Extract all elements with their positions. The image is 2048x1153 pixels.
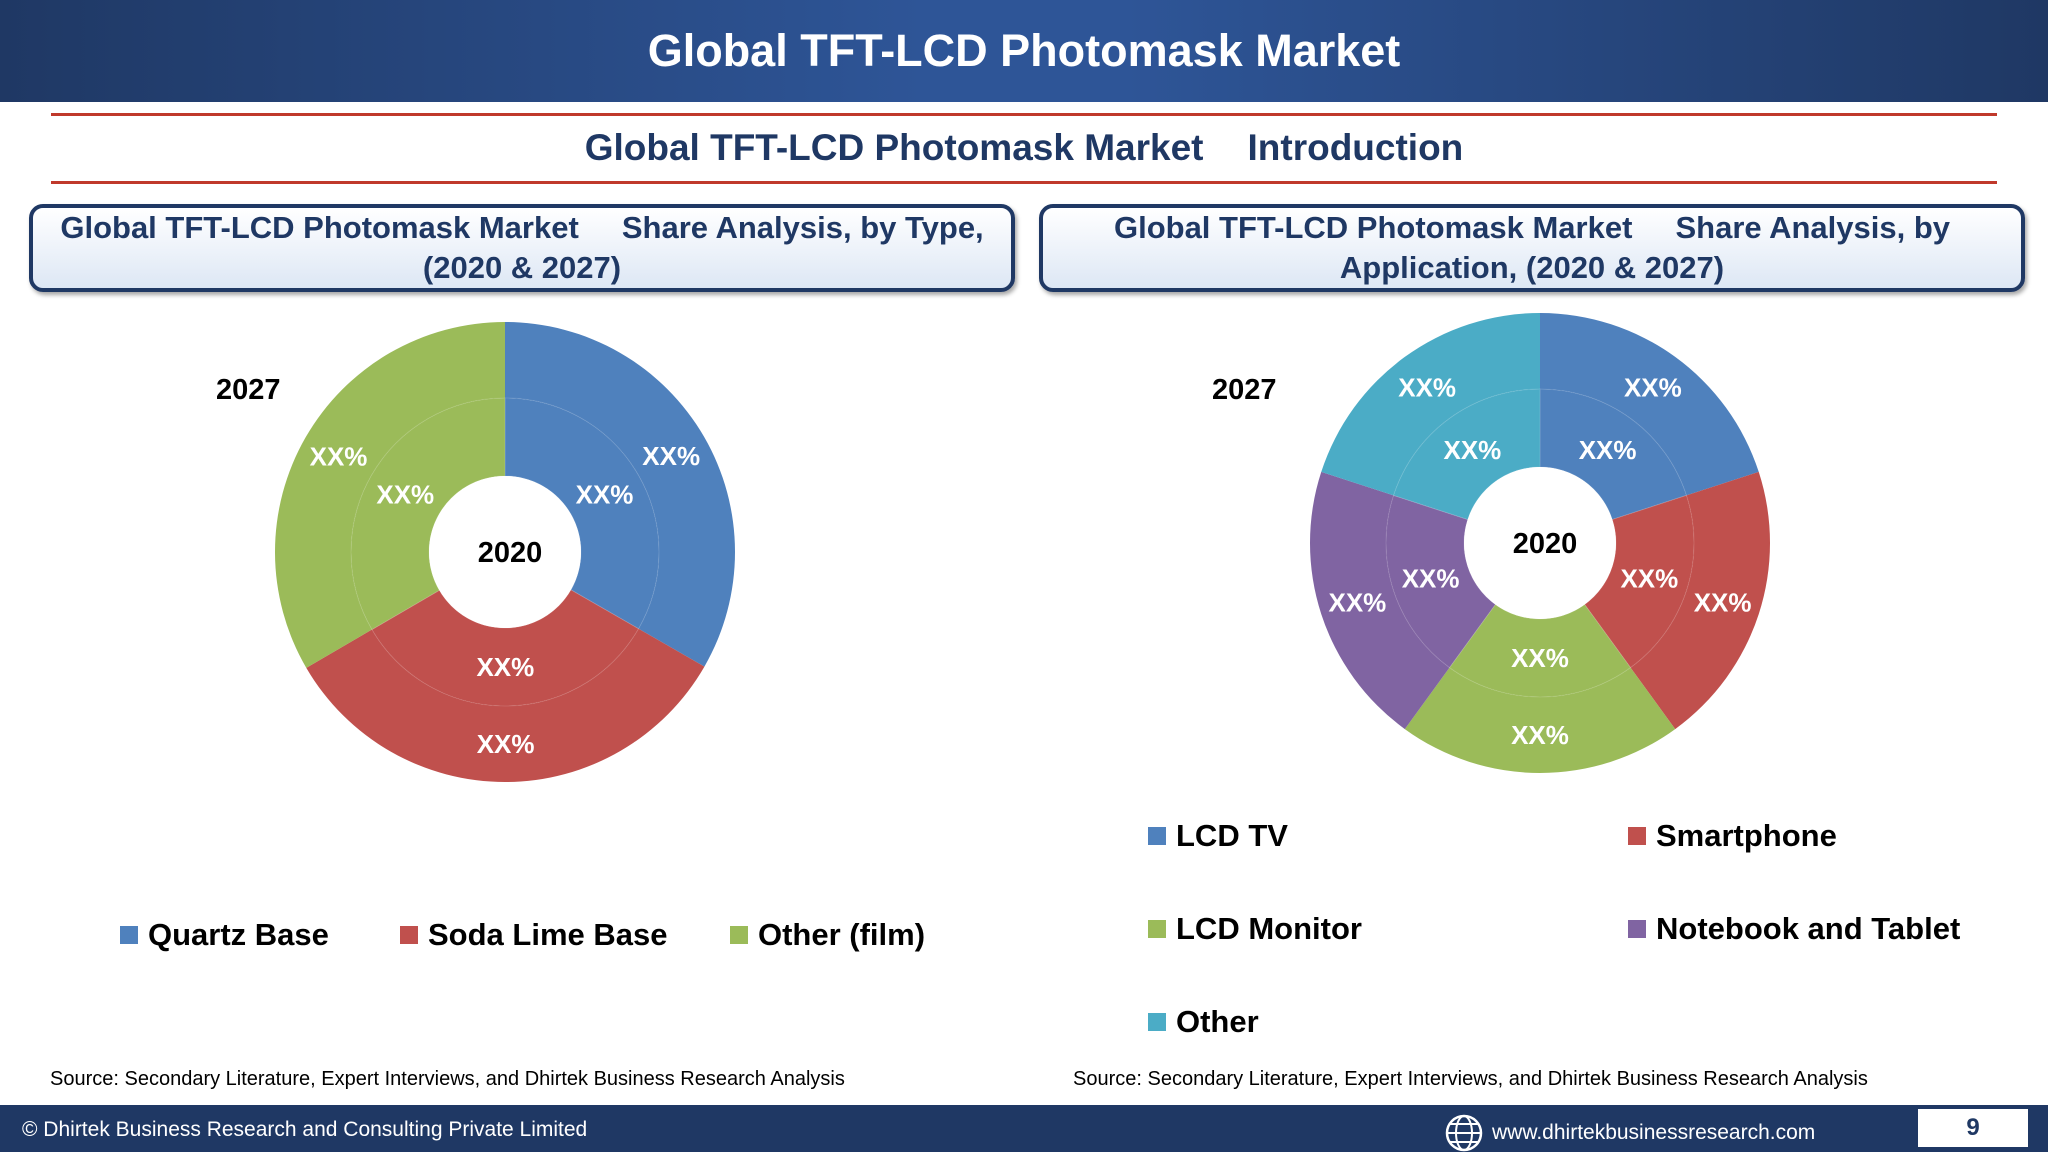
outer-slice-other — [1321, 313, 1540, 496]
inner-data-label: XX% — [1511, 643, 1569, 673]
legend-swatch — [1148, 827, 1166, 845]
source-note: Source: Secondary Literature, Expert Int… — [1073, 1068, 1868, 1090]
legend-label: Notebook and Tablet — [1656, 911, 1961, 946]
outer-data-label: XX% — [1624, 373, 1682, 403]
slide-title: Global TFT-LCD Photomask Market — [647, 25, 1401, 76]
legend-label: Other — [1176, 1004, 1259, 1039]
type-share-donut-chart: XX% XX% XX% XX% XX% XX% 2020 — [275, 322, 736, 782]
donut-hole — [1464, 467, 1616, 619]
inner-data-label: XX% — [1443, 435, 1501, 465]
legend-item-smartphone: Smartphone — [1628, 818, 1837, 854]
outer-data-label: XX% — [310, 441, 368, 471]
slide-header: Global TFT-LCD Photomask Market — [0, 0, 2048, 102]
legend-item-quartz-base: Quartz Base — [120, 917, 329, 953]
page-number: 9 — [1918, 1109, 2028, 1147]
panel-title-line1: Global TFT-LCD Photomask Market Share An… — [60, 210, 984, 245]
top-divider — [51, 113, 1997, 116]
outer-data-label: XX% — [1398, 373, 1456, 403]
website-block: www.dhirtekbusinessresearch.com — [1444, 1113, 1815, 1153]
outer-data-label: XX% — [1511, 720, 1569, 750]
inner-data-label: XX% — [1620, 564, 1678, 594]
outer-ring-year-label: 2027 — [1212, 374, 1277, 406]
legend-item-notebook-and-tablet: Notebook and Tablet — [1628, 911, 1960, 947]
application-share-panel-title: Global TFT-LCD Photomask Market Share An… — [1039, 204, 2025, 292]
outer-data-label: XX% — [1328, 587, 1386, 617]
outer-slice-other-film — [275, 322, 505, 668]
legend-item-lcd-tv: LCD TV — [1148, 818, 1288, 854]
panel-title-line2: Application, (2020 & 2027) — [1339, 250, 1725, 285]
legend-swatch — [1148, 1013, 1166, 1031]
website-link[interactable]: www.dhirtekbusinessresearch.com — [1492, 1121, 1816, 1144]
legend-swatch — [1628, 920, 1646, 938]
legend-swatch — [120, 926, 138, 944]
outer-data-label: XX% — [477, 729, 535, 759]
outer-slice-soda-lime-base — [306, 628, 705, 782]
outer-slice-lcd-tv — [1540, 313, 1759, 496]
section-subtitle: Global TFT-LCD Photomask Market Introduct… — [0, 118, 2048, 178]
outer-slice-notebook-and-tablet — [1310, 471, 1450, 730]
inner-data-label: XX% — [1402, 564, 1460, 594]
legend-label: Other (film) — [758, 917, 926, 952]
legend-item-lcd-monitor: LCD Monitor — [1148, 911, 1362, 947]
legend-label: Soda Lime Base — [428, 917, 668, 952]
legend-swatch — [1628, 827, 1646, 845]
type-share-panel-title: Global TFT-LCD Photomask Market Share An… — [29, 204, 1015, 292]
inner-data-label: XX% — [576, 479, 634, 509]
subtitle-right: Introduction — [1247, 127, 1464, 168]
legend-label: Quartz Base — [148, 917, 329, 952]
inner-ring-year-label: 2020 — [478, 537, 543, 569]
legend-swatch — [1148, 920, 1166, 938]
donut-hole — [429, 476, 581, 628]
application-share-donut-chart: XX% XX% XX% XX% XX% XX% XX% XX% XX% XX% 2020 — [1310, 313, 1770, 773]
outer-slice-lcd-monitor — [1404, 667, 1676, 773]
outer-slice-smartphone — [1630, 471, 1770, 730]
legend-item-soda-lime-base: Soda Lime Base — [400, 917, 667, 953]
inner-data-label: XX% — [1579, 435, 1637, 465]
outer-slice-quartz-base — [505, 322, 736, 667]
legend-item-other-film: Other (film) — [730, 917, 925, 953]
panel-title-line2: (2020 & 2027) — [422, 250, 622, 285]
subtitle-left: Global TFT-LCD Photomask Market — [584, 127, 1204, 168]
bottom-divider — [51, 181, 1997, 184]
legend-item-other: Other — [1148, 1004, 1259, 1040]
panel-title-line1: Global TFT-LCD Photomask Market Share An… — [1113, 210, 1951, 245]
outer-data-label: XX% — [642, 441, 700, 471]
legend-label: LCD TV — [1176, 818, 1288, 853]
legend-label: Smartphone — [1656, 818, 1837, 853]
legend-swatch — [400, 926, 418, 944]
inner-ring-year-label: 2020 — [1513, 528, 1578, 560]
inner-data-label: XX% — [476, 652, 534, 682]
slide-footer: © Dhirtek Business Research and Consulti… — [0, 1105, 2048, 1152]
source-note: Source: Secondary Literature, Expert Int… — [50, 1068, 845, 1090]
copyright-text: © Dhirtek Business Research and Consulti… — [22, 1118, 588, 1141]
legend-swatch — [730, 926, 748, 944]
legend-label: LCD Monitor — [1176, 911, 1362, 946]
globe-icon — [1445, 1114, 1483, 1152]
outer-ring-year-label: 2027 — [216, 374, 281, 406]
outer-data-label: XX% — [1694, 587, 1752, 617]
inner-data-label: XX% — [376, 480, 434, 510]
